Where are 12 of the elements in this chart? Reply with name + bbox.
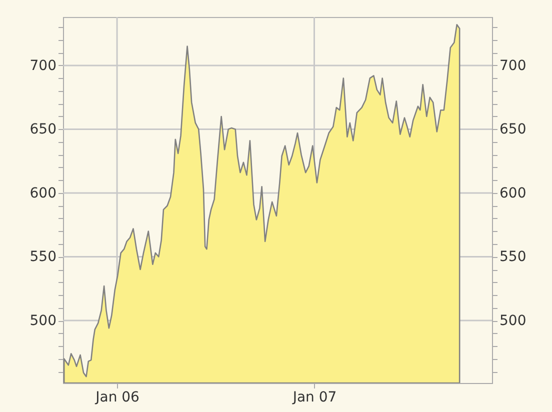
y-tick-label: 500: [30, 313, 56, 330]
y-tick-label: 550: [30, 249, 56, 266]
y2-tick-label: 600: [500, 185, 526, 202]
y2-tick-label: 550: [500, 249, 526, 266]
y-tick-label: 700: [30, 58, 56, 74]
y-tick-label: 600: [30, 185, 56, 202]
y2-tick-label: 700: [500, 58, 526, 74]
y2-tick-label: 650: [500, 122, 526, 138]
y2-tick-label: 500: [500, 313, 526, 330]
x-tick-label: Jan 06: [94, 390, 140, 406]
x-tick-label: Jan 07: [292, 390, 337, 406]
y-tick-label: 650: [30, 122, 56, 138]
